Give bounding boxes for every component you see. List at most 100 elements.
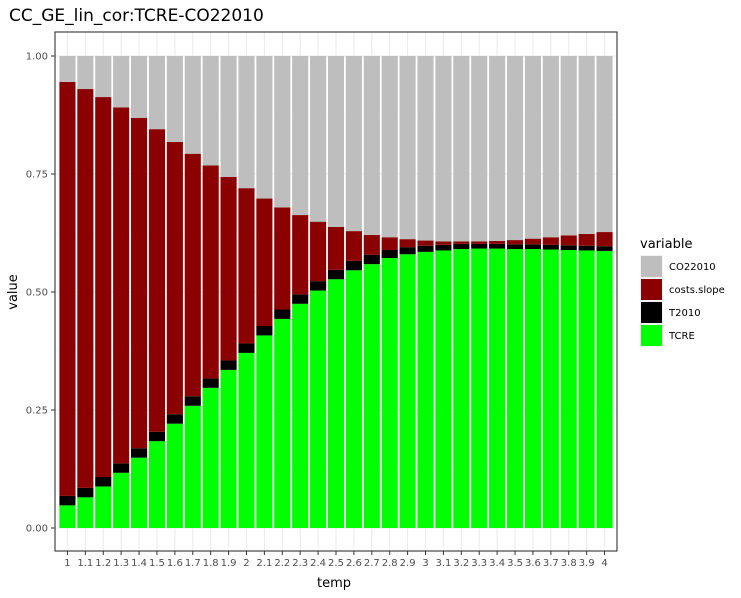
bar-segment-t2010 [238,343,255,353]
x-tick-label: 1 [64,558,70,569]
x-tick-label: 1.5 [149,558,165,569]
bar-segment-co22010 [292,56,309,216]
x-tick-label: 4 [601,558,607,569]
y-tick-label: 0.75 [26,170,48,181]
bar-segment-t2010 [345,260,362,271]
chart-title: CC_GE_lin_cor:TCRE-CO22010 [9,6,264,26]
bar-segment-t2010 [596,246,613,251]
x-tick-label: 2.6 [346,558,362,569]
bar-segment-t2010 [77,487,94,498]
bar-segment-t2010 [202,378,219,388]
bar-segment-tcre [202,387,219,528]
bar-segment-t2010 [310,281,327,291]
bar-segment-tcre [220,369,237,528]
bar-segment-tcre [113,472,130,528]
bar-segment-t2010 [184,396,201,406]
bar-segment-t2010 [327,269,345,280]
legend-key-swatch [641,302,662,323]
legend-label: TCRE [668,331,695,342]
bar-segment-t2010 [256,325,273,336]
legend-key-swatch [641,279,662,300]
bar-segment-costs-slope [560,235,577,246]
bar-segment-costs-slope [166,141,183,415]
x-tick-label: 1.7 [185,558,201,569]
bar-segment-tcre [524,249,541,528]
bar-segment-tcre [578,250,595,529]
x-tick-label: 2.9 [400,558,416,569]
bar-segment-costs-slope [256,198,273,326]
bar-segment-costs-slope [471,241,488,244]
bar-segment-costs-slope [417,240,434,246]
x-tick-label: 1.6 [167,558,183,569]
x-tick-label: 3.7 [543,558,559,569]
legend-item: costs.slope [640,278,725,301]
bar-segment-costs-slope [184,153,201,397]
bar-segment-tcre [471,248,488,529]
x-tick-label: 3.2 [453,558,469,569]
bar-segment-tcre [596,250,613,528]
bar-segment-co22010 [148,56,166,130]
x-tick-label: 3.5 [507,558,523,569]
bar-segment-co22010 [113,56,130,108]
x-tick-label: 1.3 [113,558,129,569]
bar-segment-tcre [506,249,524,528]
bar-segment-co22010 [596,56,613,233]
bar-segment-t2010 [560,245,577,250]
y-axis: 0.00 0.25 0.50 0.75 1.00 [26,52,55,535]
legend-label: T2010 [668,308,701,319]
bar-segment-costs-slope [95,97,112,478]
bar-segment-co22010 [542,56,559,238]
bar-segment-co22010 [327,56,345,227]
bar-segment-costs-slope [327,226,345,270]
bar-segment-co22010 [578,56,595,234]
x-tick-label: 2.4 [310,558,326,569]
bars [59,56,613,529]
bar-segment-costs-slope [274,207,291,310]
bar-segment-costs-slope [238,188,255,344]
bar-segment-co22010 [489,56,506,242]
y-tick-label: 0.50 [26,288,48,299]
bar-segment-co22010 [184,56,201,154]
bar-segment-tcre [435,250,452,529]
bar-segment-co22010 [166,56,183,142]
legend-item: T2010 [640,301,701,324]
bar-segment-co22010 [560,56,577,236]
bar-segment-t2010 [292,294,309,304]
bar-segment-tcre [77,497,94,528]
bar-segment-costs-slope [131,117,148,449]
bar-segment-t2010 [489,243,506,249]
bar-segment-tcre [184,405,201,528]
bar-segment-co22010 [59,56,76,82]
bar-segment-tcre [256,335,273,528]
bar-segment-tcre [560,249,577,528]
bar-segment-costs-slope [292,215,309,295]
x-tick-label: 1.4 [131,558,147,569]
bar-segment-costs-slope [363,234,380,255]
bar-segment-costs-slope [113,107,130,464]
bar-segment-t2010 [524,244,541,250]
x-axis-title: temp [317,576,351,591]
bar-segment-costs-slope [596,232,613,247]
bar-segment-tcre [542,249,559,528]
x-axis: 1 1.1 1.2 1.3 1.4 1.5 1.6 1.7 1.8 1.9 2 2.1 2.2 2.3 2.… [64,551,608,569]
bar-segment-co22010 [310,56,327,222]
bar-segment-costs-slope [59,81,76,496]
bar-segment-co22010 [131,56,148,118]
bar-segment-t2010 [578,245,595,251]
bar-segment-tcre [292,303,309,528]
bar-segment-costs-slope [399,239,416,248]
bar-segment-co22010 [95,56,112,98]
x-tick-label: 3.6 [525,558,541,569]
bar-segment-t2010 [131,448,148,458]
bar-segment-co22010 [524,56,541,239]
bar-segment-costs-slope [77,89,94,488]
bar-segment-costs-slope [489,241,506,244]
bar-segment-co22010 [202,56,219,166]
bar-segment-t2010 [113,463,130,473]
bar-segment-costs-slope [506,240,524,245]
bar-segment-costs-slope [542,237,559,245]
legend-key-swatch [641,256,662,277]
bar-segment-tcre [274,318,291,528]
x-tick-label: 1.1 [77,558,93,569]
